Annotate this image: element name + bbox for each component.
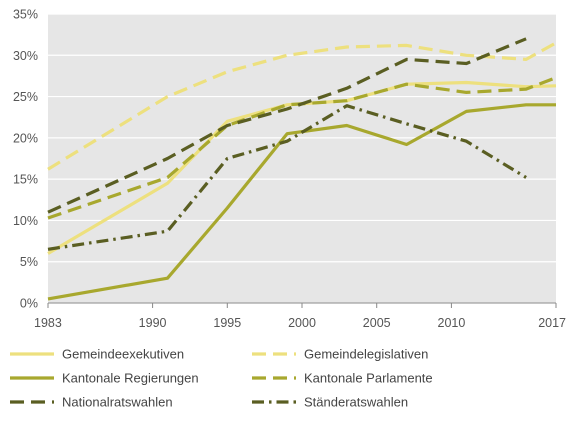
y-tick-label: 0% bbox=[20, 297, 38, 311]
legend-label: Kantonale Parlamente bbox=[304, 371, 433, 386]
x-tick-label: 1983 bbox=[34, 316, 62, 330]
x-tick-label: 2017 bbox=[538, 316, 566, 330]
x-tick-label: 2010 bbox=[438, 316, 466, 330]
legend-label: Ständeratswahlen bbox=[304, 395, 408, 410]
y-tick-label: 15% bbox=[13, 173, 38, 187]
x-tick-label: 2000 bbox=[288, 316, 316, 330]
series-line-2 bbox=[47, 41, 557, 171]
y-tick-label: 35% bbox=[13, 8, 38, 22]
legend: Gemeindeexekutiven Gemeindelegislativen Ka… bbox=[10, 347, 433, 410]
legend-label: Nationalratswahlen bbox=[62, 395, 173, 410]
series-line-4 bbox=[47, 76, 557, 220]
legend-label: Gemeindeexekutiven bbox=[62, 347, 184, 362]
series-line-6 bbox=[47, 104, 527, 251]
plot-area bbox=[48, 14, 556, 303]
legend-label: Gemeindelegislativen bbox=[304, 347, 428, 362]
y-tick-label: 5% bbox=[20, 255, 38, 269]
legend-label: Kantonale Regierungen bbox=[62, 371, 199, 386]
x-tick-label: 2005 bbox=[363, 316, 391, 330]
y-tick-label: 10% bbox=[13, 214, 38, 228]
series-lines bbox=[47, 37, 557, 301]
x-tick-label: 1990 bbox=[139, 316, 167, 330]
x-tick-label: 1995 bbox=[213, 316, 241, 330]
y-tick-label: 25% bbox=[13, 90, 38, 104]
axes: 0% 5% 10% 15% 20% 25% 30% 35% 1983 1990 1995 2000 20… bbox=[13, 8, 566, 331]
y-tick-label: 20% bbox=[13, 131, 38, 145]
series-line-3 bbox=[47, 103, 556, 301]
y-tick-label: 30% bbox=[13, 49, 38, 63]
